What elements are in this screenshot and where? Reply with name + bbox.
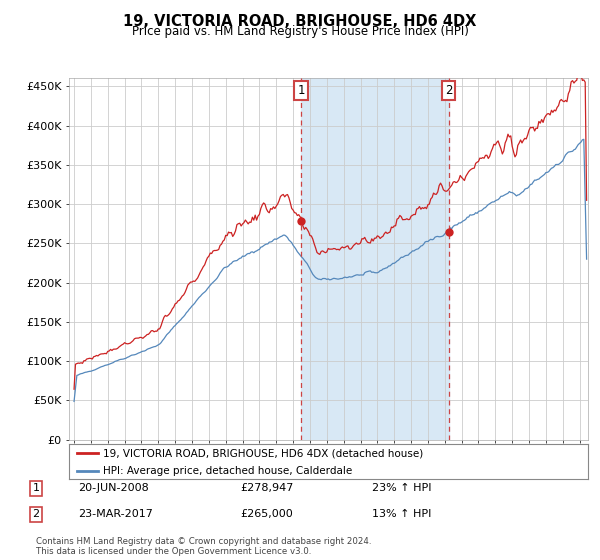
Text: 2: 2 [32, 509, 40, 519]
Text: Contains HM Land Registry data © Crown copyright and database right 2024.
This d: Contains HM Land Registry data © Crown c… [36, 536, 371, 556]
Text: 1: 1 [32, 483, 40, 493]
Text: 13% ↑ HPI: 13% ↑ HPI [372, 509, 431, 519]
Text: 2: 2 [445, 83, 452, 97]
Text: 20-JUN-2008: 20-JUN-2008 [78, 483, 149, 493]
Text: £278,947: £278,947 [240, 483, 293, 493]
Text: HPI: Average price, detached house, Calderdale: HPI: Average price, detached house, Cald… [103, 466, 352, 476]
Text: 23% ↑ HPI: 23% ↑ HPI [372, 483, 431, 493]
Text: 23-MAR-2017: 23-MAR-2017 [78, 509, 153, 519]
Text: 19, VICTORIA ROAD, BRIGHOUSE, HD6 4DX (detached house): 19, VICTORIA ROAD, BRIGHOUSE, HD6 4DX (d… [103, 449, 423, 459]
Text: 1: 1 [297, 83, 305, 97]
Bar [301, 78, 449, 440]
Text: £265,000: £265,000 [240, 509, 293, 519]
Text: 19, VICTORIA ROAD, BRIGHOUSE, HD6 4DX: 19, VICTORIA ROAD, BRIGHOUSE, HD6 4DX [124, 14, 476, 29]
Text: Price paid vs. HM Land Registry's House Price Index (HPI): Price paid vs. HM Land Registry's House … [131, 25, 469, 38]
